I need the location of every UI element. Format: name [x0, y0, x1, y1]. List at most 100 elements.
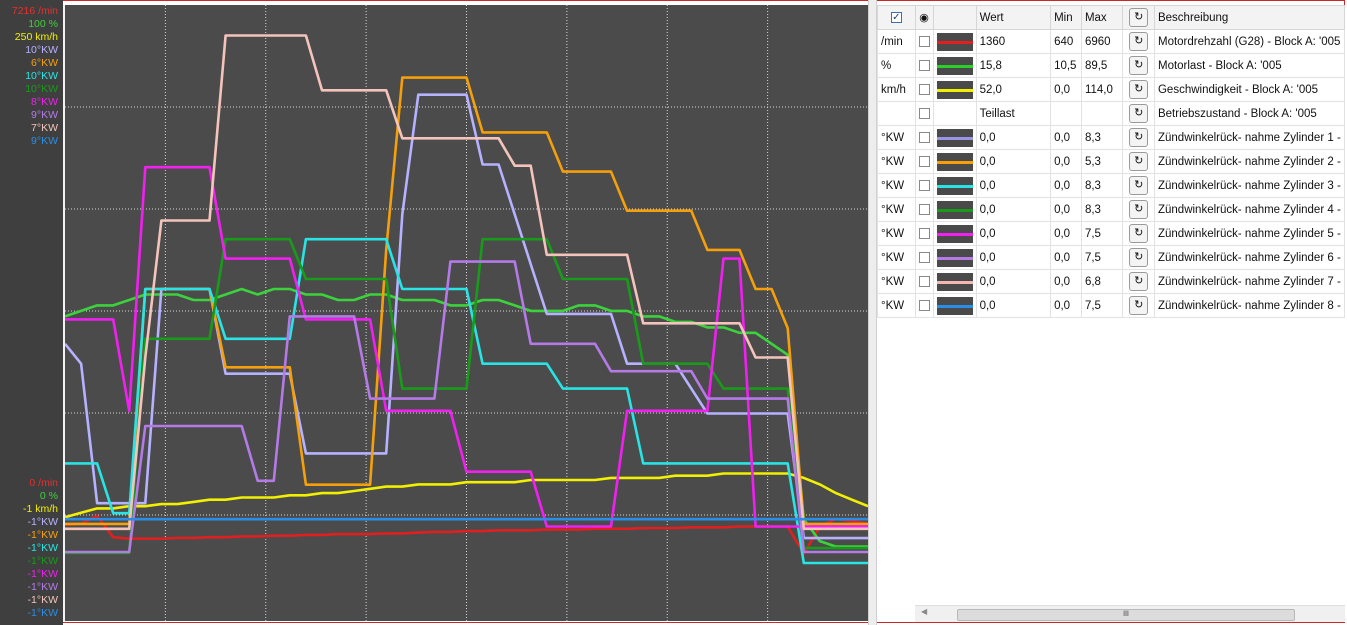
reset-cell[interactable]: ↻	[1122, 221, 1155, 246]
visibility-checkbox[interactable]	[918, 227, 930, 239]
reset-icon[interactable]: ↻	[1129, 56, 1149, 75]
table-row[interactable]: Teillast ↻ Betriebszustand - Block A: '005	[877, 101, 1346, 126]
color-cell[interactable]	[932, 125, 977, 150]
color-cell[interactable]	[932, 221, 977, 246]
reset-icon[interactable]: ↻	[1129, 272, 1149, 291]
select-all-header[interactable]	[877, 5, 916, 30]
visibility-cell[interactable]	[914, 245, 934, 270]
color-cell[interactable]	[932, 269, 977, 294]
max-cell: 8,3	[1080, 197, 1124, 222]
reset-cell[interactable]: ↻	[1122, 29, 1155, 54]
reset-icon[interactable]: ↻	[1129, 152, 1149, 171]
visibility-checkbox[interactable]	[918, 59, 930, 71]
visibility-cell[interactable]	[914, 125, 934, 150]
reset-icon[interactable]: ↻	[1129, 128, 1149, 147]
table-row[interactable]: % 15,8 10,5 89,5 ↻ Motorlast - Block A: '005	[877, 53, 1346, 78]
visibility-checkbox[interactable]	[918, 107, 930, 119]
table-row[interactable]: °KW 0,0 0,0 5,3 ↻ Zündwinkelrück- nahme Zylin…	[877, 149, 1346, 174]
color-swatch[interactable]	[936, 56, 973, 75]
reset-cell[interactable]: ↻	[1122, 245, 1155, 270]
color-swatch[interactable]	[936, 32, 973, 51]
color-cell[interactable]	[932, 245, 977, 270]
table-row[interactable]: km/h 52,0 0,0 114,0 ↻ Geschwindigkeit - Block…	[877, 77, 1346, 102]
visibility-checkbox[interactable]	[918, 251, 930, 263]
visibility-checkbox[interactable]	[918, 155, 930, 167]
color-swatch[interactable]	[936, 80, 973, 99]
table-row[interactable]: °KW 0,0 0,0 7,5 ↻ Zündwinkelrück- nahme Zylin…	[877, 221, 1346, 246]
visibility-checkbox[interactable]	[918, 83, 930, 95]
color-cell[interactable]	[932, 29, 977, 54]
color-cell[interactable]	[932, 149, 977, 174]
visibility-checkbox[interactable]	[918, 179, 930, 191]
table-row[interactable]: °KW 0,0 0,0 7,5 ↻ Zündwinkelrück- nahme Zylin…	[877, 245, 1346, 270]
reset-all-header[interactable]: ↻	[1122, 5, 1155, 30]
reset-icon[interactable]: ↻	[1129, 200, 1149, 219]
table-row[interactable]: °KW 0,0 0,0 8,3 ↻ Zündwinkelrück- nahme Zylin…	[877, 197, 1346, 222]
visibility-checkbox[interactable]	[918, 299, 930, 311]
reset-icon[interactable]: ↻	[1129, 80, 1149, 99]
table-row[interactable]: °KW 0,0 0,0 7,5 ↻ Zündwinkelrück- nahme Zylin…	[877, 293, 1346, 318]
color-swatch[interactable]	[936, 176, 973, 195]
reset-cell[interactable]: ↻	[1122, 77, 1155, 102]
reset-cell[interactable]: ↻	[1122, 53, 1155, 78]
color-swatch[interactable]	[936, 224, 973, 243]
horizontal-scrollbar[interactable]: ◀ ‖‖	[915, 605, 1345, 622]
reset-icon[interactable]: ↻	[1129, 104, 1149, 123]
visibility-header[interactable]: ◉	[914, 5, 934, 30]
table-row[interactable]: °KW 0,0 0,0 8,3 ↻ Zündwinkelrück- nahme Zylin…	[877, 173, 1346, 198]
visibility-cell[interactable]	[914, 53, 934, 78]
reset-cell[interactable]: ↻	[1122, 173, 1155, 198]
visibility-cell[interactable]	[914, 29, 934, 54]
color-cell[interactable]	[932, 77, 977, 102]
max-cell: 5,3	[1080, 149, 1124, 174]
reset-cell[interactable]: ↻	[1122, 197, 1155, 222]
reset-icon[interactable]: ↻	[1129, 224, 1149, 243]
reset-icon[interactable]: ↻	[1129, 248, 1149, 267]
reset-cell[interactable]: ↻	[1122, 149, 1155, 174]
min-header[interactable]: Min	[1050, 5, 1082, 30]
visibility-cell[interactable]	[914, 173, 934, 198]
color-cell[interactable]	[932, 53, 977, 78]
scroll-left-arrow-icon[interactable]: ◀	[921, 607, 928, 616]
visibility-cell[interactable]	[914, 269, 934, 294]
color-cell[interactable]	[932, 173, 977, 198]
color-swatch[interactable]	[936, 248, 973, 267]
max-header[interactable]: Max	[1080, 5, 1124, 30]
color-swatch[interactable]	[936, 272, 973, 291]
panel-splitter[interactable]	[868, 0, 877, 625]
reset-icon[interactable]: ↻	[1129, 296, 1149, 315]
visibility-cell[interactable]	[914, 149, 934, 174]
reset-cell[interactable]: ↻	[1122, 101, 1155, 126]
color-cell[interactable]	[932, 197, 977, 222]
visibility-checkbox[interactable]	[918, 203, 930, 215]
reset-cell[interactable]: ↻	[1122, 269, 1155, 294]
visibility-checkbox[interactable]	[918, 35, 930, 47]
color-swatch[interactable]	[936, 296, 973, 315]
reset-icon[interactable]: ↻	[1129, 176, 1149, 195]
color-swatch[interactable]	[936, 200, 973, 219]
color-swatch[interactable]	[936, 152, 973, 171]
visibility-checkbox[interactable]	[918, 131, 930, 143]
min-axis-label: -1°KW	[27, 607, 58, 619]
wert-header[interactable]: Wert	[975, 5, 1052, 30]
table-row[interactable]: °KW 0,0 0,0 6,8 ↻ Zündwinkelrück- nahme Zylin…	[877, 269, 1346, 294]
table-row[interactable]: /min 1360 640 6960 ↻ Motordrehzahl (G28) - Bl…	[877, 29, 1346, 54]
reset-all-icon[interactable]: ↻	[1129, 8, 1149, 27]
visibility-cell[interactable]	[914, 197, 934, 222]
select-all-checkbox[interactable]	[890, 11, 902, 23]
visibility-cell[interactable]	[914, 101, 934, 126]
beschreibung-header[interactable]: Beschreibung	[1153, 5, 1346, 30]
color-cell[interactable]	[932, 101, 977, 126]
color-cell[interactable]	[932, 293, 977, 318]
reset-icon[interactable]: ↻	[1129, 32, 1149, 51]
scrollbar-thumb[interactable]: ‖‖	[957, 609, 1295, 621]
reset-cell[interactable]: ↻	[1122, 293, 1155, 318]
visibility-cell[interactable]	[914, 293, 934, 318]
visibility-checkbox[interactable]	[918, 275, 930, 287]
wert-cell: 0,0	[975, 197, 1052, 222]
color-swatch[interactable]	[936, 128, 973, 147]
reset-cell[interactable]: ↻	[1122, 125, 1155, 150]
table-row[interactable]: °KW 0,0 0,0 8,3 ↻ Zündwinkelrück- nahme Zylin…	[877, 125, 1346, 150]
visibility-cell[interactable]	[914, 221, 934, 246]
visibility-cell[interactable]	[914, 77, 934, 102]
